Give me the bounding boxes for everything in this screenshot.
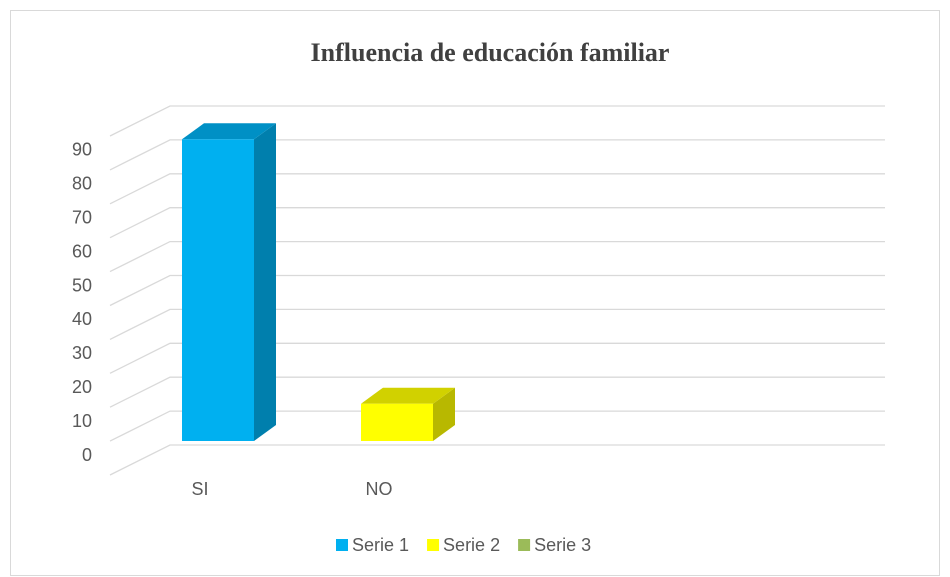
grid-line xyxy=(109,376,885,408)
grid-line xyxy=(109,308,885,340)
legend-label: Serie 2 xyxy=(443,535,500,555)
bar-side xyxy=(254,123,276,441)
grid-line xyxy=(109,240,885,273)
bar-top xyxy=(182,123,276,140)
x-tick-label: NO xyxy=(366,479,393,499)
x-tick-label: SI xyxy=(191,479,208,499)
chart-title: Influencia de educación familiar xyxy=(311,38,670,67)
grid-line xyxy=(109,410,885,442)
bar xyxy=(182,139,254,442)
legend-swatch xyxy=(427,539,440,551)
y-tick-label: 30 xyxy=(72,343,92,363)
legend-label: Serie 3 xyxy=(534,535,591,555)
y-tick-label: 20 xyxy=(72,377,92,397)
y-tick-label: 0 xyxy=(82,445,92,465)
bar-top xyxy=(361,387,455,404)
grid-line xyxy=(109,207,885,239)
y-tick-label: 50 xyxy=(72,275,92,295)
wall-top-edge xyxy=(109,105,885,137)
grid-line xyxy=(109,342,885,374)
y-tick-label: 40 xyxy=(72,309,92,329)
bar xyxy=(361,403,433,441)
grid-line xyxy=(109,173,885,205)
grid-line xyxy=(109,274,885,307)
y-tick-label: 70 xyxy=(72,207,92,227)
legend-label: Serie 1 xyxy=(352,535,409,555)
grid-line xyxy=(109,444,885,476)
grid-line xyxy=(109,139,885,171)
y-tick-label: 60 xyxy=(72,241,92,261)
y-tick-label: 10 xyxy=(72,411,92,431)
chart-border xyxy=(10,10,940,576)
y-tick-label: 90 xyxy=(72,140,92,160)
legend-swatch xyxy=(518,539,531,551)
y-tick-label: 80 xyxy=(72,174,92,194)
bar-side xyxy=(433,387,455,441)
legend-swatch xyxy=(336,539,348,551)
